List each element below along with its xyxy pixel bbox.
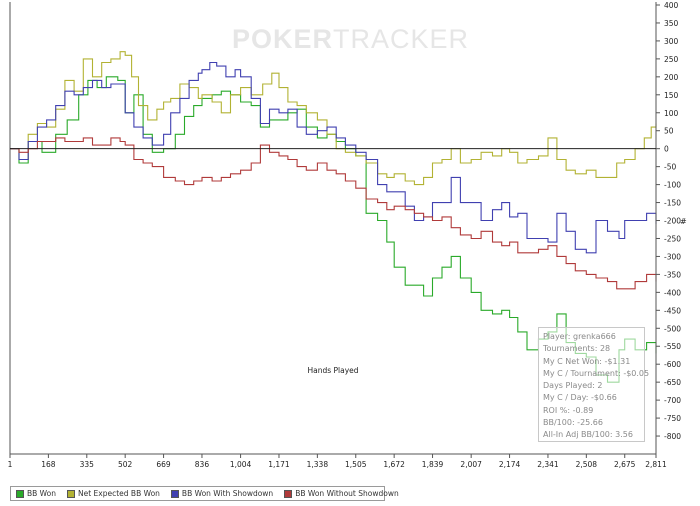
x-tick-label: 1,338 xyxy=(307,460,329,469)
legend-item-with-showdown: BB Won With Showdown xyxy=(170,489,274,498)
x-tick-label: 1,004 xyxy=(230,460,252,469)
y-tick-label: -650 xyxy=(664,378,681,387)
x-tick-label: 168 xyxy=(41,460,56,469)
x-tick-label: 502 xyxy=(118,460,133,469)
stat-days-played: Days Played: 2 xyxy=(543,381,603,391)
legend-label-without-showdown: BB Won Without Showdown xyxy=(295,489,399,498)
legend-item-bb-won: BB Won xyxy=(16,489,56,498)
series-line-net-expected-bb-won xyxy=(10,51,657,186)
x-axis-label: Hands Played xyxy=(307,366,358,375)
series-line-bb-won-with-showdown xyxy=(10,61,657,254)
x-tick-label: 2,174 xyxy=(499,460,521,469)
watermark-thin: TRACKER xyxy=(333,24,470,54)
x-tick-label: 1,171 xyxy=(268,460,290,469)
series-line-bb-won-without-showdown xyxy=(10,137,657,290)
legend-swatch-bb-won xyxy=(16,489,24,498)
x-tick-label: 2,675 xyxy=(614,460,636,469)
y-tick-label: -750 xyxy=(664,414,681,423)
legend-swatch-net-expected xyxy=(67,489,75,498)
y-tick-label: -600 xyxy=(664,360,681,369)
y-tick-label: -700 xyxy=(664,396,681,405)
chart-legend: BB Won Net Expected BB Won BB Won With S… xyxy=(10,486,399,501)
legend-swatch-without-showdown xyxy=(284,489,293,498)
x-tick-label: 836 xyxy=(195,460,210,469)
x-tick-label: 1,672 xyxy=(383,460,405,469)
x-tick-label: 2,508 xyxy=(576,460,598,469)
y-tick-label: -200 xyxy=(664,217,681,226)
legend-swatch-with-showdown xyxy=(170,489,179,498)
legend-label-with-showdown: BB Won With Showdown xyxy=(181,489,274,498)
x-tick-label: 2,341 xyxy=(537,460,559,469)
y-tick-label: -400 xyxy=(664,288,681,297)
y-tick-label: 200 xyxy=(664,73,679,82)
stat-allin-adj-bb-per-100: All-In Adj BB/100: 3.56 xyxy=(543,430,633,440)
y-tick-label: 100 xyxy=(664,109,679,118)
y-tick-label: -350 xyxy=(664,270,681,279)
y-tick-label: 50 xyxy=(664,127,674,136)
y-tick-label: -550 xyxy=(664,342,681,351)
x-tick-label: 1 xyxy=(8,460,13,469)
y-tick-label: -100 xyxy=(664,181,681,190)
stat-per-day: My C / Day: -$0.66 xyxy=(543,393,617,403)
axes-layer: 400 350 300 250 200 150 100 50 0 -50 -100 -150 -200 -… xyxy=(8,1,687,469)
right-axis-marker: # xyxy=(680,217,687,226)
y-tick-label: 400 xyxy=(664,1,679,10)
y-tick-label: 0 xyxy=(664,145,669,154)
x-tick-label: 335 xyxy=(80,460,95,469)
y-tick-label: -50 xyxy=(664,163,676,172)
y-tick-label: 350 xyxy=(664,19,679,28)
stat-tournaments: Tournaments: 28 xyxy=(543,344,611,354)
y-tick-label: -500 xyxy=(664,324,681,333)
y-tick-label: -800 xyxy=(664,432,681,441)
y-tick-label: -300 xyxy=(664,252,681,261)
y-tick-label: 300 xyxy=(664,37,679,46)
watermark-strong: POKER xyxy=(232,24,334,54)
legend-item-net-expected: Net Expected BB Won xyxy=(67,489,160,498)
x-tick-label: 1,839 xyxy=(422,460,444,469)
x-tick-label: 2,007 xyxy=(460,460,482,469)
legend-label-bb-won: BB Won xyxy=(27,489,56,498)
x-tick-label: 1,505 xyxy=(345,460,367,469)
y-tick-label: 250 xyxy=(664,55,679,64)
x-tick-label: 669 xyxy=(156,460,171,469)
x-tick-label: 2,811 xyxy=(645,460,667,469)
y-tick-label: 150 xyxy=(664,91,679,100)
player-stats-box: Player: grenka666 Tournaments: 28 My C N… xyxy=(538,327,650,442)
legend-label-net-expected: Net Expected BB Won xyxy=(78,489,160,498)
stat-roi: ROI %: -0.89 xyxy=(543,405,594,415)
stat-bb-per-100: BB/100: -25.66 xyxy=(543,418,603,428)
pokertracker-watermark: POKERTRACKER xyxy=(232,24,469,58)
y-tick-label: -150 xyxy=(664,199,681,208)
y-tick-label: -250 xyxy=(664,234,681,243)
stat-per-tournament: My C / Tournament: -$0.05 xyxy=(543,368,650,378)
legend-item-without-showdown: BB Won Without Showdown xyxy=(284,489,399,498)
y-tick-label: -450 xyxy=(664,306,681,315)
stat-player: Player: grenka666 xyxy=(543,332,616,341)
stat-net-won: My C Net Won: -$1.31 xyxy=(543,356,631,366)
